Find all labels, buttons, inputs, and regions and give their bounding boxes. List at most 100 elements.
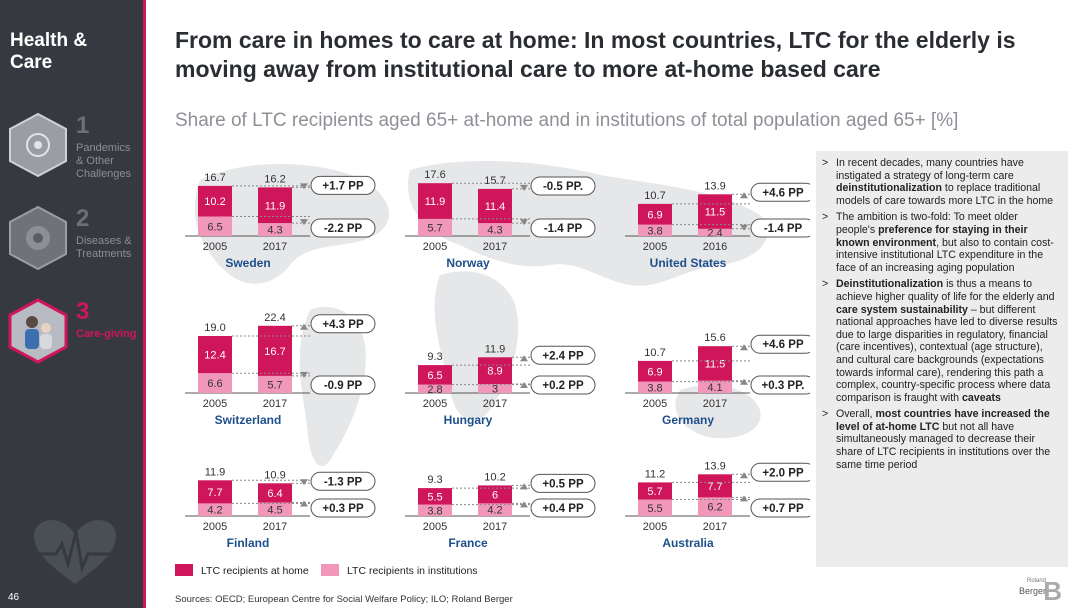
bullet-emphasis: deinstitutionalization xyxy=(836,182,942,195)
logo-line-2: Berger xyxy=(1018,586,1046,596)
bar-institutions xyxy=(198,373,232,393)
data-label-total: 19.0 xyxy=(204,322,225,334)
bar-institutions xyxy=(638,381,672,393)
x-tick-label: 2005 xyxy=(203,398,227,410)
bar-home xyxy=(198,336,232,374)
data-label-institutions: 3 xyxy=(492,384,498,396)
country-chart-finland: 4.2 7.7 11.9 2005 4.5 6.4 10.9 2017 Finland -1.3 … xyxy=(185,466,376,550)
bar-home xyxy=(478,357,512,384)
nav-number: 3 xyxy=(76,298,90,325)
change-home: +4.3 PP xyxy=(322,319,364,331)
change-home-pill xyxy=(530,176,596,196)
bar-home xyxy=(478,188,512,224)
bullet-emphasis: preference for staying in their known en… xyxy=(836,223,1028,249)
x-tick-label: 2017 xyxy=(263,398,287,410)
logo-mark: B xyxy=(1043,576,1062,606)
bullet-marker: > xyxy=(822,211,829,224)
data-label-total: 15.7 xyxy=(484,175,505,187)
nav-label: Pandemics & Other Challenges xyxy=(76,142,132,180)
bar-home xyxy=(198,480,232,504)
change-institutions-pill xyxy=(750,375,810,395)
change-institutions-pill xyxy=(530,498,596,518)
change-institutions: +0.4 PP xyxy=(542,503,584,515)
bar-institutions xyxy=(698,380,732,393)
company-logo: Roland Berger B xyxy=(1012,578,1062,604)
bar-home xyxy=(258,325,292,376)
x-tick-label: 2017 xyxy=(703,398,727,410)
x-tick-label: 2017 xyxy=(263,241,287,253)
data-label-total: 11.9 xyxy=(205,466,226,478)
bar-institutions xyxy=(478,503,512,516)
change-home-pill xyxy=(310,175,376,195)
bar-institutions xyxy=(418,384,452,393)
x-tick-label: 2005 xyxy=(643,521,667,533)
country-name: Sweden xyxy=(225,256,270,270)
change-institutions-pill xyxy=(750,498,810,518)
change-home: +2.4 PP xyxy=(542,350,584,362)
data-label-home: 6.9 xyxy=(647,209,662,221)
country-chart-hungary: 2.8 6.5 9.3 2005 3 8.9 11.9 2017 Hungary +2.4 PP +… xyxy=(405,343,596,427)
bullet-text: but not all have simultaneously managed … xyxy=(836,420,1051,471)
change-home: +1.7 PP xyxy=(322,180,364,192)
x-tick-label: 2005 xyxy=(423,521,447,533)
country-chart-switzerland: 6.6 12.4 19.0 2005 5.7 16.7 22.4 2017 Switzerlan… xyxy=(185,312,376,427)
country-name: Switzerland xyxy=(215,413,282,427)
bar-institutions xyxy=(258,223,292,236)
x-tick-label: 2016 xyxy=(703,241,727,253)
nav-item-diseases[interactable]: 2 Diseases & Treatments xyxy=(0,205,143,285)
data-label-institutions: 4.2 xyxy=(207,505,222,517)
bar-institutions xyxy=(478,223,512,236)
bullet-text: to replace traditional models of care to… xyxy=(836,182,1054,207)
change-arrow xyxy=(520,184,528,191)
x-tick-label: 2005 xyxy=(643,241,667,253)
country-chart-france: 3.8 5.5 9.3 2005 4.2 6 10.2 2017 France +0.5 PP +0… xyxy=(405,471,596,550)
x-tick-label: 2017 xyxy=(703,521,727,533)
change-arrow xyxy=(300,219,308,226)
change-home-pill xyxy=(530,473,596,493)
change-arrow xyxy=(520,219,528,226)
change-arrow xyxy=(740,378,748,385)
nav-label: Care-giving xyxy=(76,328,137,340)
bar-institutions xyxy=(698,497,732,516)
change-arrow xyxy=(300,479,308,486)
country-name: France xyxy=(448,536,488,550)
panel-bullet: > Deinstitutionalization is thus a means … xyxy=(822,278,1058,404)
x-tick-label: 2005 xyxy=(423,241,447,253)
bar-institutions xyxy=(258,375,292,393)
country-name: Australia xyxy=(662,536,714,550)
source-note: Sources: OECD; European Centre for Socia… xyxy=(175,594,513,605)
nav-item-pandemics[interactable]: 1 Pandemics & Other Challenges xyxy=(0,112,143,192)
data-label-total: 9.3 xyxy=(427,351,442,363)
data-label-total: 10.7 xyxy=(644,190,665,202)
bullet-text: , but also to contain cost-intensive ins… xyxy=(836,236,1054,274)
change-home-pill xyxy=(310,471,376,491)
x-tick-label: 2005 xyxy=(423,398,447,410)
bar-institutions xyxy=(198,216,232,236)
data-label-home: 11.9 xyxy=(425,196,446,208)
change-institutions-pill xyxy=(310,498,376,518)
change-home: +2.0 PP xyxy=(762,467,804,479)
data-label-institutions: 5.5 xyxy=(647,503,662,515)
x-tick-label: 2017 xyxy=(483,521,507,533)
sidebar: Health & Care 1 Pandemics & Other Challe… xyxy=(0,0,146,608)
x-tick-label: 2017 xyxy=(263,521,287,533)
data-label-home: 6.5 xyxy=(427,370,442,382)
section-title: Health & Care xyxy=(10,30,88,73)
data-label-total: 9.3 xyxy=(427,474,442,486)
logo-line-1: Roland xyxy=(1026,578,1046,584)
data-label-total: 22.4 xyxy=(264,312,285,324)
x-tick-label: 2017 xyxy=(483,398,507,410)
change-home: +4.6 PP xyxy=(762,339,804,351)
change-arrow xyxy=(740,192,748,199)
bar-home xyxy=(638,203,672,225)
nav-label: Diseases & Treatments xyxy=(76,235,132,260)
nav-number: 1 xyxy=(76,112,90,139)
bar-home xyxy=(478,485,512,504)
nav-item-caregiving[interactable]: 3 Care-giving xyxy=(0,298,143,378)
change-institutions: -1.4 PP xyxy=(544,223,583,235)
bullet-emphasis: most countries have increased the level … xyxy=(836,408,1050,433)
bullet-emphasis: Deinstitutionalization xyxy=(836,278,944,291)
change-arrow xyxy=(740,344,748,351)
page-number: 46 xyxy=(8,592,20,603)
data-label-institutions: 3.8 xyxy=(647,382,662,394)
